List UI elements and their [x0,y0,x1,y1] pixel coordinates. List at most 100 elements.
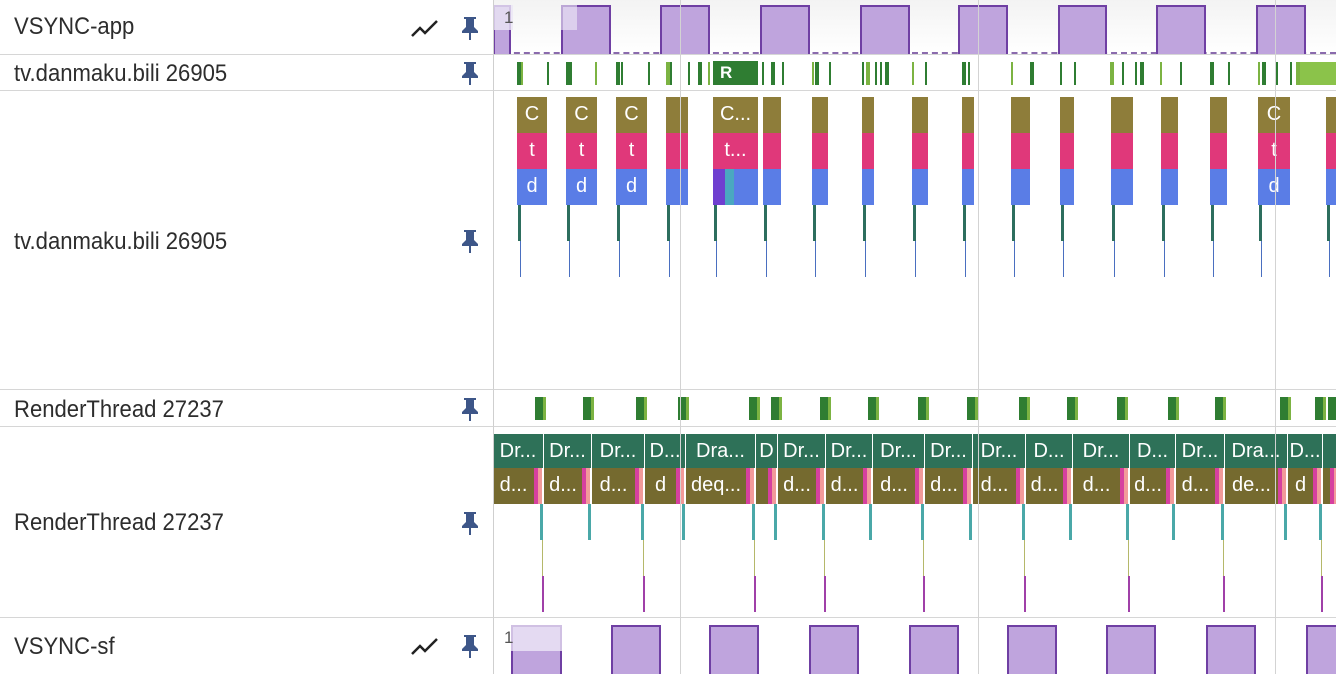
track-renderthread[interactable]: Dr... d... Dr... d... Dr... d... D... d Dra... de… [493,427,1336,618]
cpu-running-slice[interactable] [1122,62,1124,85]
slice-choreographer[interactable]: C [566,97,597,133]
sub-slice[interactable] [635,468,639,504]
sub-slice[interactable] [923,576,925,612]
cpu-running-slice[interactable] [670,62,672,85]
cpu-running-slice[interactable] [1135,62,1137,85]
cpu-running-slice[interactable] [782,62,784,85]
sub-slice[interactable] [919,468,923,504]
sub-slice[interactable] [643,540,644,576]
cpu-running-slice[interactable] [749,397,760,420]
cpu-running-slice[interactable] [1117,397,1128,420]
sub-slice[interactable] [1128,540,1129,576]
cpu-running-slice[interactable] [595,62,597,85]
slice-dequeue-buffer[interactable]: d... [1073,468,1120,504]
cpu-running-slice[interactable] [925,62,927,85]
slice-drawframe[interactable]: D... [1026,434,1072,468]
sub-slice[interactable] [772,468,776,504]
sub-slice[interactable] [1327,205,1330,241]
vsync-high-box[interactable] [1106,625,1156,674]
slice-drawframe[interactable]: D... [1130,434,1175,468]
sub-slice[interactable] [676,468,680,504]
slice-dequeue-buffer[interactable]: d... [778,468,816,504]
sub-slice[interactable] [921,504,924,540]
cpu-running-slice[interactable] [1110,62,1114,85]
vsync-high-box[interactable] [809,625,859,674]
cpu-running-slice[interactable] [812,62,814,85]
cpu-running-slice[interactable] [875,62,877,85]
vsync-high-box[interactable] [1007,625,1057,674]
sub-slice[interactable] [1063,468,1067,504]
sub-slice[interactable] [923,540,924,576]
slice-traversal[interactable] [912,133,928,169]
vsync-high-box[interactable] [909,625,959,674]
slice-dequeue-buffer[interactable]: deq... [686,468,746,504]
sub-slice[interactable] [754,576,756,612]
sub-slice[interactable] [1221,504,1224,540]
sub-slice[interactable] [865,241,866,277]
cpu-running-slice[interactable] [566,62,570,85]
cpu-running-slice[interactable]: R [713,61,758,85]
sub-slice[interactable] [913,205,916,241]
cpu-running-slice[interactable] [708,62,710,85]
sub-slice[interactable] [1022,504,1025,540]
sub-slice[interactable] [520,241,521,277]
sub-slice[interactable] [915,468,919,504]
slice-traversal[interactable] [1326,133,1336,169]
sub-slice[interactable] [863,205,866,241]
slice-draw[interactable] [1326,169,1336,205]
track-shell-renderthread[interactable]: RenderThread 27237 [0,427,493,618]
sub-slice[interactable] [963,468,967,504]
sub-slice[interactable] [1069,504,1072,540]
slice-draw[interactable] [1060,169,1074,205]
vsync-high-box[interactable] [860,5,910,54]
slice-dequeue-buffer[interactable]: d... [1130,468,1166,504]
sub-slice[interactable] [1172,504,1175,540]
slice-traversal[interactable]: t [616,133,647,169]
slice-dequeue-buffer[interactable]: d... [973,468,1016,504]
vsync-overlay[interactable] [511,625,562,651]
cpu-running-slice[interactable] [1280,397,1291,420]
sub-slice[interactable] [1330,468,1334,504]
sub-slice[interactable] [867,468,871,504]
cpu-running-slice[interactable] [1276,62,1278,85]
sub-slice[interactable] [1223,540,1224,576]
cpu-running-slice[interactable] [868,397,879,420]
slice-drawframe[interactable]: Dr... [544,434,591,468]
sub-slice[interactable] [639,468,643,504]
vsync-high-box[interactable] [1156,5,1206,54]
cpu-running-slice[interactable] [1262,62,1266,85]
slice-traversal[interactable] [962,133,974,169]
slice-traversal[interactable]: t... [713,133,758,169]
slice-draw[interactable] [1161,169,1178,205]
sub-slice[interactable] [1024,540,1025,576]
slice-drawframe[interactable]: D [756,434,777,468]
cpu-running-slice[interactable] [517,62,521,85]
slice-dequeue-buffer[interactable]: d... [1176,468,1215,504]
sub-slice[interactable] [820,468,824,504]
sub-slice[interactable] [1313,468,1317,504]
cpu-running-slice[interactable] [967,397,978,420]
sub-slice[interactable] [518,205,521,241]
track-shell-renderthread-summary[interactable]: RenderThread 27237 [0,390,493,427]
slice-choreographer[interactable] [1060,97,1074,133]
track-shell-process[interactable]: tv.danmaku.bili 26905 [0,55,493,91]
cpu-running-slice[interactable] [968,62,970,85]
cpu-running-slice[interactable] [1140,62,1144,85]
sub-slice[interactable] [774,504,777,540]
cpu-running-slice[interactable] [912,62,914,85]
cpu-running-slice[interactable] [962,62,966,85]
sub-slice[interactable] [1259,205,1262,241]
cpu-running-slice[interactable] [1180,62,1182,85]
cpu-running-slice[interactable] [1011,62,1013,85]
sub-slice[interactable] [1061,205,1064,241]
sub-slice[interactable] [538,468,542,504]
pin-icon[interactable] [459,510,481,536]
sub-slice[interactable] [816,468,820,504]
pin-icon[interactable] [459,396,481,422]
cpu-running-slice[interactable] [535,397,546,420]
track-vsync-sf[interactable]: 1 [493,618,1336,674]
sub-slice[interactable] [588,504,591,540]
slice-choreographer[interactable] [1161,97,1178,133]
sub-slice[interactable] [1282,468,1286,504]
